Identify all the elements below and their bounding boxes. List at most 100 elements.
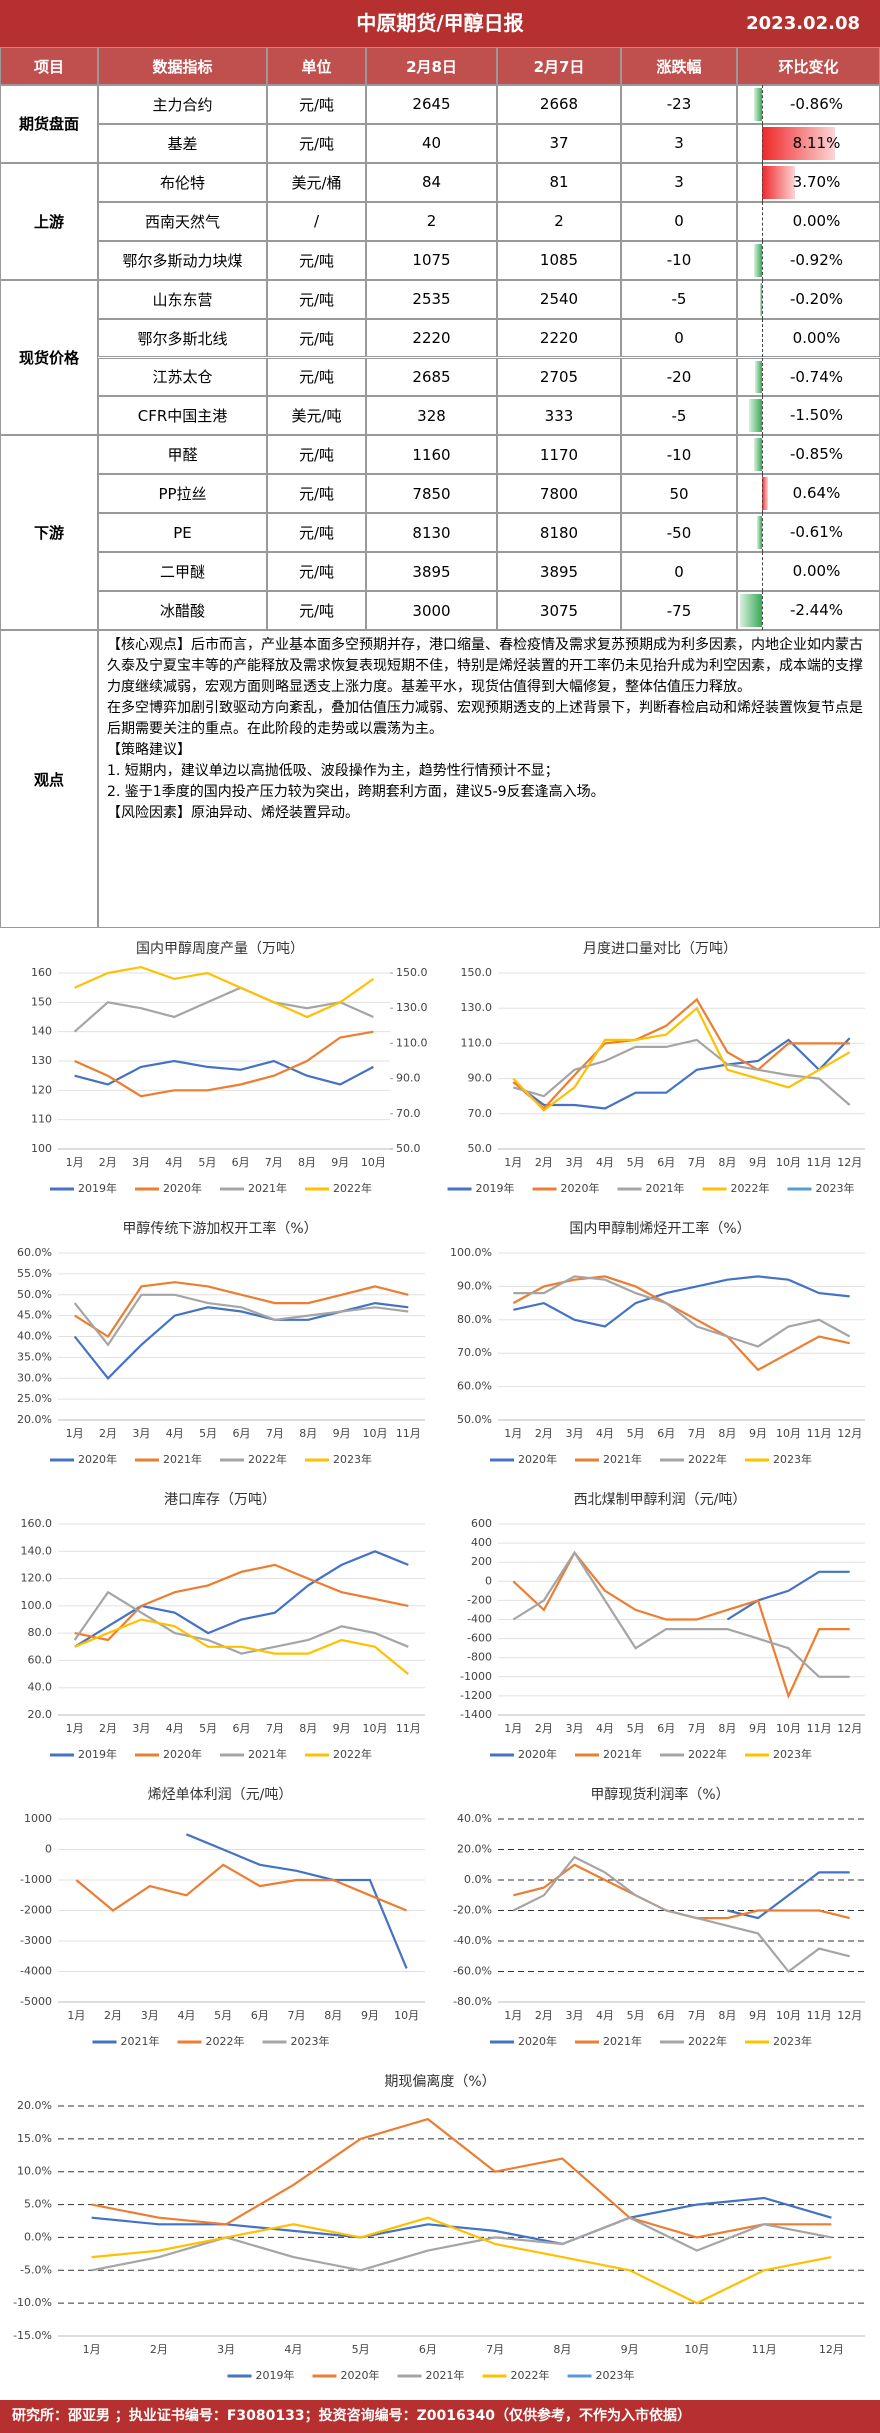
chart-title: 港口库存（万吨） [164,1492,276,1508]
series-line [91,2216,832,2272]
header-bar: 中原期货/甲醇日报 2023.02.08 [0,0,880,47]
y-tick-label: 15.0% [17,2132,52,2145]
table-cell: 主力合约 [98,85,267,124]
table-cell: 山东东营 [98,279,267,319]
table-cell: 8130 [366,513,497,553]
table-cell: 3895 [497,552,621,592]
table-cell: 3895 [366,552,497,592]
table-cell: -50 [621,513,737,553]
table-cell: 1075 [366,240,497,280]
table-cell: 2705 [497,357,621,397]
y-tick-label: -5000 [20,1995,52,2008]
chart-title: 甲醇传统下游加权开工率（%） [122,1220,317,1237]
pct-bar [762,126,835,160]
x-tick-label: 8月 [299,1722,317,1735]
x-tick-label: 2月 [99,1722,117,1735]
y2-tick-label: 110.0 [396,1036,428,1049]
series-line [74,965,375,1019]
x-tick-label: 7月 [688,1427,706,1440]
x-tick-label: 1月 [83,2343,101,2356]
series-line [513,1275,851,1348]
series-line [512,1037,851,1110]
pct-axis [762,552,763,592]
x-tick-label: 9月 [333,1722,351,1735]
x-tick-label: 5月 [199,1722,217,1735]
x-tick-label: 10月 [776,1427,801,1440]
x-tick-label: 7月 [486,2343,504,2356]
y-tick-label: -40.0% [453,1934,492,1947]
legend-label: 2021年 [603,1452,642,1466]
pct-axis [762,279,763,319]
legend-label: 2021年 [426,2368,465,2382]
chart-title: 烯烃单体利润（元/吨） [148,1787,293,1803]
series-line [73,1293,409,1347]
y-tick-label: 30.0% [17,1371,52,1384]
legend-label: 2021年 [121,2034,160,2048]
table-cell: 2220 [366,318,497,358]
x-tick-label: 8月 [718,1156,736,1169]
y-tick-label: 60.0% [457,1380,492,1393]
legend-label: 2022年 [333,1747,372,1761]
table-cell: 81 [497,162,621,202]
x-tick-label: 8月 [298,1156,316,1169]
y-tick-label: 50.0 [468,1142,493,1155]
x-tick-label: 12月 [819,2343,844,2356]
y-tick-label: -20.0% [453,1904,492,1917]
x-tick-label: 11月 [396,1722,421,1735]
y2-tick-label: 50.0 [396,1142,421,1155]
chart: 期现偏离度（%） -15.0% -10.0% -5.0% 0.0% 5.0% 10.0% 15… [13,2073,865,2382]
x-tick-label: 1月 [504,2009,522,2022]
y-tick-label: -4000 [20,1965,52,1978]
legend-label: 2023年 [816,1181,855,1195]
y-tick-label: 0 [45,1843,52,1856]
y-tick-label: -600 [467,1632,492,1645]
pct-label: 3.70% [792,172,841,191]
x-tick-label: 8月 [553,2343,571,2356]
y-tick-label: 25.0% [17,1392,52,1405]
x-tick-label: 2月 [535,1156,553,1169]
y-tick-label: 160 [31,966,52,979]
legend-label: 2020年 [163,1747,202,1761]
y-tick-label: 110.0 [461,1036,493,1049]
x-tick-label: 11月 [807,1427,832,1440]
legend-label: 2022年 [731,1181,770,1195]
table-cell: 2220 [497,318,621,358]
legend-label: 2019年 [476,1181,515,1195]
y-tick-label: -400 [467,1613,492,1626]
x-tick-label: 4月 [284,2343,302,2356]
x-tick-label: 7月 [266,1722,284,1735]
table-cell: 元/吨 [267,591,366,630]
table-cell: 鄂尔多斯北线 [98,318,267,358]
table-cell: 基差 [98,123,267,163]
x-tick-label: 7月 [688,2009,706,2022]
legend-label: 2020年 [518,1452,557,1466]
x-tick-label: 6月 [232,1156,250,1169]
pct-axis [762,85,763,124]
table-cell: 7800 [497,474,621,514]
x-tick-label: 12月 [837,1722,862,1735]
pct-axis [762,201,763,241]
legend-label: 2019年 [256,2368,295,2382]
table-cell: -10 [621,435,737,475]
legend-label: 2022年 [688,1747,727,1761]
table-cell: 333 [497,396,621,436]
legend-label: 2023年 [291,2034,330,2048]
pct-label: -0.86% [789,95,844,113]
y-tick-label: -1200 [460,1689,492,1702]
chart: 甲醇现货利润率（%） -80.0% -60.0% -40.0% -20.0% 0.0% 20… [453,1786,865,2048]
table-cell: 3 [621,123,737,163]
x-tick-label: 3月 [565,1156,583,1169]
y-tick-label: 80.0 [28,1626,53,1639]
x-tick-label: 2月 [535,1722,553,1735]
series-line [727,1871,850,1920]
x-tick-label: 3月 [132,1427,150,1440]
pct-label: -2.44% [789,601,844,620]
group-label: 现货价格 [0,279,98,436]
y-tick-label: 70.0% [457,1346,492,1359]
y-tick-label: -80.0% [453,1995,492,2008]
table-cell: 328 [366,396,497,436]
legend-label: 2021年 [163,1452,202,1466]
group-label: 期货盘面 [0,85,98,163]
table-cell: 1170 [497,435,621,475]
table-cell: 元/吨 [267,513,366,553]
